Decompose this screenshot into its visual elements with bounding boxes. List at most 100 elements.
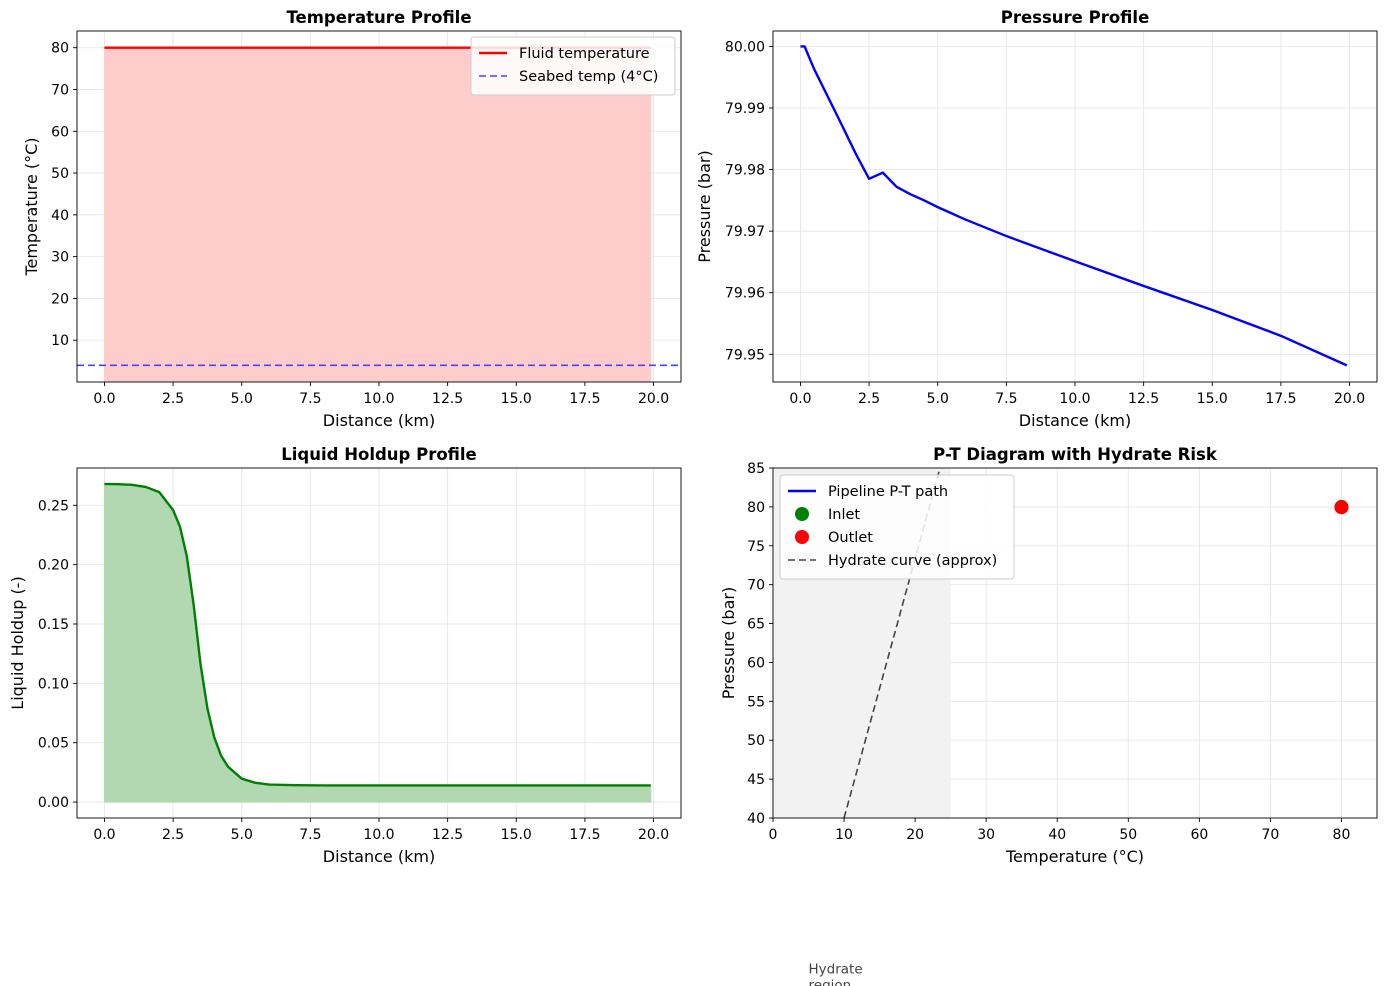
x-tick-label: 5.0: [231, 391, 253, 407]
x-tick-label: 2.5: [162, 827, 184, 843]
y-tick-label: 10: [51, 333, 69, 349]
chart-2: 0.0 2.5 5.0 7.5 10.0 12.5 15.0 17.5 20.0 0.00 0.05…: [8, 445, 682, 866]
chart-title: Pressure Profile: [1001, 8, 1150, 27]
x-tick-label: 20.0: [638, 827, 669, 843]
x-tick-label: 5.0: [231, 827, 253, 843]
y-axis-label: Pressure (bar): [695, 150, 714, 262]
y-tick-label: 0.20: [38, 558, 69, 574]
x-tick-label: 20.0: [1334, 391, 1365, 407]
y-tick-label: 79.97: [725, 224, 765, 240]
x-tick-label: 10.0: [1059, 391, 1090, 407]
y-tick-label: 79.98: [725, 163, 765, 179]
hydrate-region-label: Hydrate: [809, 962, 863, 978]
series-line-0: [104, 482, 651, 787]
y-tick-label: 70: [51, 83, 69, 99]
x-tick-label: 30: [977, 827, 995, 843]
legend-label: Fluid temperature: [519, 46, 650, 62]
y-tick-label: 75: [747, 539, 765, 555]
x-tick-label: 60: [1190, 827, 1208, 843]
x-tick-label: 5.0: [927, 391, 949, 407]
chart-title: Temperature Profile: [286, 8, 471, 27]
y-tick-label: 0.15: [38, 617, 69, 633]
x-tick-label: 15.0: [501, 391, 532, 407]
legend: Pipeline P-T path Inlet Outlet Hydrate curv…: [779, 474, 1015, 580]
y-tick-label: 80.00: [725, 39, 765, 55]
legend-marker: [795, 530, 809, 544]
x-tick-label: 15.0: [1197, 391, 1228, 407]
y-tick-label: 80: [51, 41, 69, 57]
axes-frame: [772, 467, 1378, 819]
x-axis-label: Distance (km): [1019, 411, 1131, 430]
legend-label: Outlet: [828, 530, 873, 546]
y-tick-label: 80: [747, 500, 765, 516]
y-tick-label: 0.10: [38, 676, 69, 692]
x-tick-label: 2.5: [858, 391, 880, 407]
y-tick-label: 65: [747, 617, 765, 633]
y-tick-label: 79.95: [725, 347, 765, 363]
y-tick-label: 50: [51, 166, 69, 182]
legend-label: Inlet: [828, 507, 860, 523]
chart-0: 0.0 2.5 5.0 7.5 10.0 12.5 15.0 17.5 20.0 10 20 30 40…: [22, 8, 682, 430]
x-tick-label: 15.0: [501, 827, 532, 843]
x-tick-label: 7.5: [299, 391, 321, 407]
y-axis-label: Temperature (°C): [22, 137, 41, 276]
legend-label: Seabed temp (4°C): [519, 69, 658, 85]
y-tick-label: 79.99: [725, 101, 765, 117]
x-tick-label: 12.5: [432, 827, 463, 843]
y-tick-label: 50: [747, 733, 765, 749]
x-tick-label: 40: [1048, 827, 1066, 843]
y-tick-label: 0.25: [38, 498, 69, 514]
y-tick-label: 60: [747, 655, 765, 671]
y-tick-label: 60: [51, 124, 69, 140]
y-tick-label: 30: [51, 250, 69, 266]
series-fill-0: [103, 47, 652, 382]
chart-title: Liquid Holdup Profile: [281, 445, 477, 464]
x-tick-label: 12.5: [1128, 391, 1159, 407]
y-tick-label: 45: [747, 772, 765, 788]
x-tick-label: 80: [1333, 827, 1351, 843]
x-tick-label: 0.0: [93, 827, 115, 843]
x-tick-label: 17.5: [1265, 391, 1296, 407]
legend-marker: [795, 507, 809, 521]
y-tick-label: 40: [747, 811, 765, 827]
x-tick-label: 70: [1261, 827, 1279, 843]
hydrate-region-label: region: [809, 978, 852, 986]
y-tick-label: 20: [51, 291, 69, 307]
x-tick-label: 50: [1119, 827, 1137, 843]
y-tick-label: 0.05: [38, 736, 69, 752]
x-tick-label: 10.0: [363, 391, 394, 407]
x-tick-label: 0.0: [789, 391, 811, 407]
legend-label: Pipeline P-T path: [828, 484, 948, 500]
x-tick-label: 12.5: [432, 391, 463, 407]
y-tick-label: 55: [747, 694, 765, 710]
series-line-0: [800, 45, 1348, 367]
x-tick-label: 2.5: [162, 391, 184, 407]
x-tick-label: 7.5: [995, 391, 1017, 407]
x-tick-label: 10.0: [363, 827, 394, 843]
chart-3: 0 10 20 30 40 50 60 70 80 40 45 50 55 60 65 70 75 80 85 P-T…: [719, 445, 1378, 986]
y-axis-label: Liquid Holdup (-): [8, 576, 27, 709]
legend: Fluid temperature Seabed temp (4°C): [470, 36, 676, 96]
chart-title: P-T Diagram with Hydrate Risk: [933, 445, 1218, 464]
y-axis-label: Pressure (bar): [719, 587, 738, 699]
x-tick-label: 20: [906, 827, 924, 843]
y-tick-label: 70: [747, 578, 765, 594]
x-tick-label: 7.5: [299, 827, 321, 843]
y-tick-label: 85: [747, 461, 765, 477]
x-tick-label: 17.5: [569, 391, 600, 407]
x-tick-label: 17.5: [569, 827, 600, 843]
series-fill-0: [103, 483, 652, 803]
legend-label: Hydrate curve (approx): [828, 553, 997, 569]
marker-outlet: [1334, 500, 1349, 515]
legend-box: [470, 36, 676, 96]
x-tick-label: 0.0: [93, 391, 115, 407]
chart-1: 0.0 2.5 5.0 7.5 10.0 12.5 15.0 17.5 20.0 79.95 79.…: [695, 8, 1378, 430]
x-tick-label: 20.0: [638, 391, 669, 407]
legend-box: [779, 474, 1015, 580]
y-tick-label: 79.96: [725, 286, 765, 302]
y-tick-label: 40: [51, 208, 69, 224]
x-axis-label: Distance (km): [323, 411, 435, 430]
x-tick-label: 0: [769, 827, 778, 843]
x-axis-label: Distance (km): [323, 847, 435, 866]
